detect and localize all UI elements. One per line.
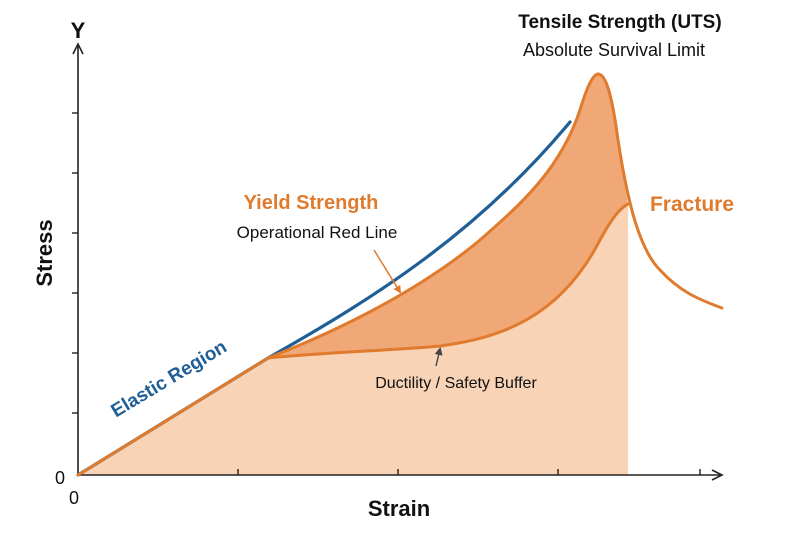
origin-x-label: 0 <box>69 488 79 508</box>
yield-subtitle: Operational Red Line <box>237 223 398 242</box>
y-axis-letter: Y <box>71 18 86 43</box>
x-axis-arrowhead <box>711 469 724 481</box>
yield-title: Yield Strength <box>244 192 379 214</box>
plastic-fill-region <box>268 74 628 358</box>
y-axis-label: Stress <box>32 219 57 286</box>
y-axis-ticks <box>72 112 78 414</box>
ductility-fill-region <box>78 204 628 475</box>
ductility-label: Ductility / Safety Buffer <box>375 375 537 392</box>
ductility-pointer-arrow <box>434 347 443 367</box>
elastic-line <box>76 120 572 477</box>
fracture-label: Fracture <box>650 193 734 216</box>
y-axis-arrowhead <box>72 42 84 55</box>
x-axis-label: Strain <box>368 496 430 521</box>
stress-strain-curve-upper <box>76 72 724 477</box>
x-axis-ticks <box>237 469 701 475</box>
stress-strain-curve-lower <box>266 202 630 360</box>
uts-subtitle: Absolute Survival Limit <box>523 40 705 60</box>
yield-pointer-arrow <box>373 249 402 294</box>
uts-title: Tensile Strength (UTS) <box>518 12 721 33</box>
origin-y-label: 0 <box>55 468 65 488</box>
